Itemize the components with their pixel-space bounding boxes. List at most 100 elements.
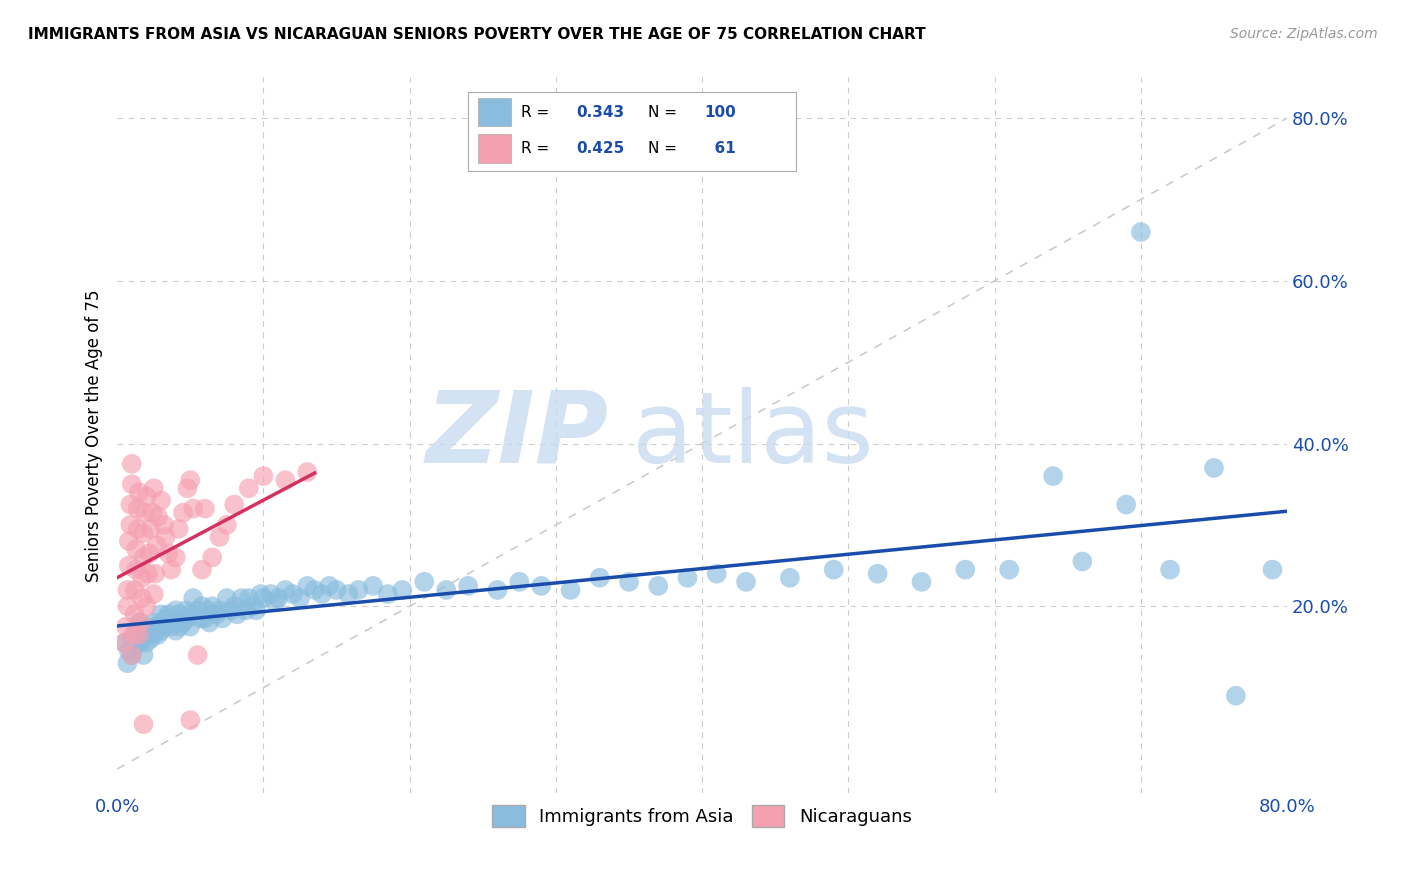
Point — [155, 530, 177, 544]
Point — [150, 624, 173, 638]
Point — [413, 574, 436, 589]
Text: ZIP: ZIP — [426, 387, 609, 483]
Point — [325, 582, 347, 597]
Point — [224, 599, 246, 614]
Point — [1225, 689, 1247, 703]
Point — [201, 550, 224, 565]
Point — [138, 546, 160, 560]
Point — [139, 522, 162, 536]
Point — [146, 628, 169, 642]
Point — [194, 611, 217, 625]
Point — [910, 574, 932, 589]
Point — [252, 469, 274, 483]
Point — [131, 591, 153, 606]
Point — [162, 615, 184, 630]
Point — [131, 632, 153, 646]
Point — [215, 517, 238, 532]
Point — [121, 648, 143, 662]
Point — [179, 713, 201, 727]
Point — [165, 603, 187, 617]
Point — [165, 550, 187, 565]
Point — [955, 563, 977, 577]
Point — [267, 591, 290, 606]
Point — [238, 591, 260, 606]
Point — [260, 587, 283, 601]
Point — [146, 509, 169, 524]
Point — [337, 587, 360, 601]
Point — [135, 599, 157, 614]
Point — [179, 619, 201, 633]
Point — [176, 481, 198, 495]
Point — [297, 465, 319, 479]
Point — [589, 571, 612, 585]
Point — [118, 534, 141, 549]
Point — [122, 628, 145, 642]
Point — [998, 563, 1021, 577]
Point — [676, 571, 699, 585]
Point — [118, 644, 141, 658]
Point — [231, 591, 253, 606]
Point — [127, 522, 149, 536]
Point — [194, 501, 217, 516]
Text: atlas: atlas — [631, 387, 873, 483]
Point — [391, 582, 413, 597]
Point — [235, 603, 257, 617]
Point — [238, 481, 260, 495]
Point — [735, 574, 758, 589]
Point — [779, 571, 801, 585]
Point — [132, 648, 155, 662]
Point — [226, 607, 249, 622]
Point — [115, 619, 138, 633]
Point — [172, 615, 194, 630]
Point — [706, 566, 728, 581]
Point — [160, 563, 183, 577]
Point — [208, 530, 231, 544]
Point — [508, 574, 530, 589]
Point — [155, 611, 177, 625]
Point — [274, 473, 297, 487]
Point — [138, 624, 160, 638]
Point — [617, 574, 640, 589]
Point — [150, 493, 173, 508]
Point — [135, 490, 157, 504]
Point — [131, 571, 153, 585]
Point — [179, 473, 201, 487]
Point — [124, 582, 146, 597]
Point — [457, 579, 479, 593]
Point — [169, 619, 191, 633]
Point — [224, 498, 246, 512]
Point — [191, 599, 214, 614]
Point — [181, 591, 204, 606]
Point — [121, 632, 143, 646]
Point — [1159, 563, 1181, 577]
Point — [160, 619, 183, 633]
Point — [1071, 554, 1094, 568]
Point — [198, 615, 221, 630]
Point — [866, 566, 889, 581]
Point — [219, 603, 242, 617]
Point — [134, 506, 156, 520]
Point — [128, 485, 150, 500]
Point — [153, 517, 176, 532]
Point — [128, 636, 150, 650]
Point — [245, 603, 267, 617]
Point — [142, 481, 165, 495]
Point — [121, 457, 143, 471]
Point — [120, 517, 142, 532]
Point — [281, 587, 304, 601]
Point — [486, 582, 509, 597]
Point — [121, 477, 143, 491]
Point — [304, 582, 326, 597]
Point — [165, 624, 187, 638]
Point — [434, 582, 457, 597]
Point — [125, 563, 148, 577]
Point — [361, 579, 384, 593]
Point — [145, 538, 167, 552]
Point — [142, 615, 165, 630]
Point — [117, 582, 139, 597]
Point — [132, 717, 155, 731]
Point — [1115, 498, 1137, 512]
Point — [197, 603, 219, 617]
Point — [124, 607, 146, 622]
Point — [114, 636, 136, 650]
